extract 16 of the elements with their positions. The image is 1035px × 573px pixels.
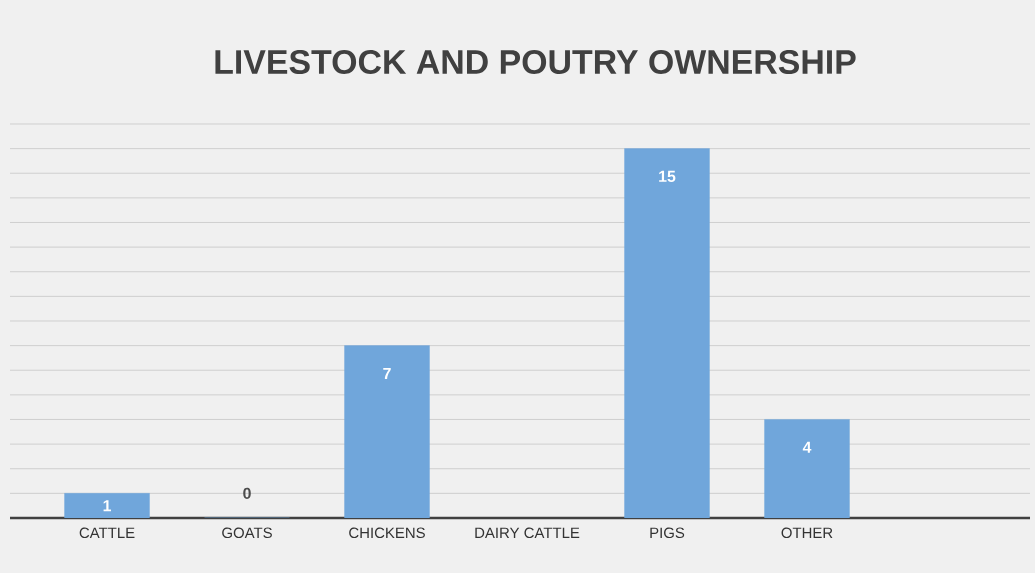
data-label: 1: [103, 500, 112, 512]
chart-title: LIVESTOCK AND POUTRY OWNERSHIP: [215, 49, 856, 74]
data-label: 4: [802, 441, 812, 453]
x-tick-label: GOATS: [222, 527, 272, 539]
bar: [344, 345, 430, 518]
bar: [624, 148, 710, 518]
bar: [764, 419, 850, 518]
x-tick-label: CHICKENS: [349, 527, 425, 539]
data-label: 7: [383, 367, 391, 379]
x-tick-label: PIGS: [650, 527, 685, 539]
bar: [64, 493, 150, 518]
x-tick-label: OTHER: [781, 527, 833, 539]
data-label: 0: [243, 487, 251, 499]
x-tick-label: DAIRY CATTLE: [475, 527, 580, 539]
data-label: 15: [659, 170, 676, 182]
x-tick-label: CATTLE: [79, 527, 135, 539]
